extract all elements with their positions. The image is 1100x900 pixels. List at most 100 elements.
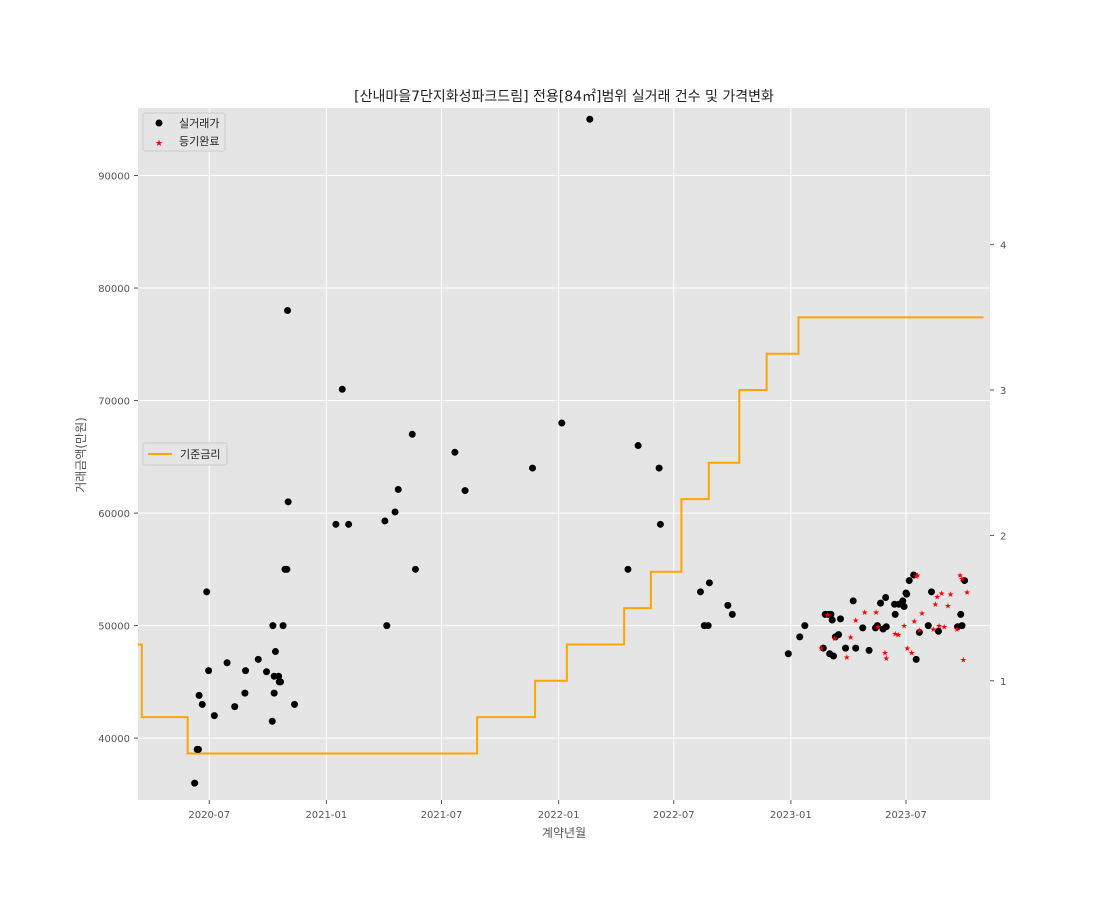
y-tick-label: 80000 <box>98 284 130 295</box>
trade-point <box>905 577 913 585</box>
x-tick-label: 2021-07 <box>421 810 463 821</box>
trade-point <box>283 565 291 573</box>
registered-point: ★ <box>831 634 838 643</box>
registered-point: ★ <box>911 617 918 626</box>
trade-point <box>461 487 469 495</box>
trade-point <box>270 689 278 697</box>
trade-point <box>383 622 391 630</box>
trade-point <box>332 520 340 528</box>
trade-point <box>827 610 835 618</box>
trade-point <box>411 565 419 573</box>
registered-point: ★ <box>944 601 951 610</box>
trade-point <box>882 623 890 631</box>
y2-tick-label: 2 <box>1000 531 1006 542</box>
trade-point <box>203 588 211 596</box>
trade-point <box>704 622 712 630</box>
trade-point <box>828 616 836 624</box>
trade-point <box>231 703 239 711</box>
trade-point <box>205 667 213 675</box>
legend-rate-box <box>142 442 228 466</box>
y-axis-label: 거래금액(만원) <box>74 417 88 493</box>
trade-point <box>829 652 837 660</box>
trade-point <box>254 655 262 663</box>
trade-point <box>705 579 713 587</box>
trade-point <box>865 646 873 654</box>
registered-point: ★ <box>895 631 902 640</box>
y2-tick-label: 3 <box>1000 386 1006 397</box>
x-tick-label: 2023-01 <box>770 810 812 821</box>
trade-point <box>900 602 908 610</box>
x-axis-ticks: 2020-07 2021-01 2021-07 2022-01 2022-07 2023-… <box>188 800 927 821</box>
registered-point: ★ <box>852 616 859 625</box>
chart-title: [산내마을7단지화성파크드림] 전용[84㎡]범위 실거래 건수 및 가격변화 <box>354 89 774 105</box>
trade-point <box>634 442 642 450</box>
registered-point: ★ <box>941 623 948 632</box>
trade-point <box>903 590 911 598</box>
trade-point <box>451 448 459 456</box>
registered-point: ★ <box>936 622 943 631</box>
y2-tick-label: 4 <box>1000 241 1006 252</box>
registered-point: ★ <box>938 589 945 598</box>
trade-point <box>275 672 283 680</box>
trade-point <box>728 610 736 618</box>
trade-point <box>269 622 277 630</box>
trade-point <box>842 644 850 652</box>
trade-point <box>284 498 292 506</box>
y-axis-ticks: 40000 50000 60000 70000 80000 90000 <box>98 172 138 745</box>
x-tick-label: 2021-01 <box>305 810 347 821</box>
trade-point <box>529 464 537 472</box>
registered-point: ★ <box>953 625 960 634</box>
registered-point: ★ <box>932 600 939 609</box>
registered-point: ★ <box>916 626 923 635</box>
trade-point <box>381 517 389 525</box>
legend-registered-label: 등기완료 <box>179 135 219 148</box>
trade-point <box>345 520 353 528</box>
registered-point: ★ <box>881 649 888 658</box>
x-tick-label: 2022-01 <box>538 810 580 821</box>
registered-point: ★ <box>824 610 831 619</box>
trade-point <box>873 622 881 630</box>
registered-point: ★ <box>908 649 915 658</box>
trade-point <box>724 601 732 609</box>
trade-point <box>912 655 920 663</box>
registered-point: ★ <box>957 571 964 580</box>
trade-point <box>915 628 923 636</box>
trade-point <box>586 115 594 123</box>
registered-point: ★ <box>874 623 881 632</box>
registered-point: ★ <box>818 644 825 653</box>
y-tick-label: 40000 <box>98 734 130 745</box>
trade-point <box>268 717 276 725</box>
trade-point <box>338 385 346 393</box>
rate-step-line <box>138 316 984 755</box>
trade-point <box>558 419 566 427</box>
legend-trade-label: 실거래가 <box>179 117 219 130</box>
trade-point <box>849 597 857 605</box>
trade-point <box>899 597 907 605</box>
y-tick-label: 50000 <box>98 622 130 633</box>
y-tick-label: 90000 <box>98 172 130 183</box>
trade-point <box>927 588 935 596</box>
registered-point: ★ <box>843 653 850 662</box>
trade-point <box>194 745 202 753</box>
trade-point <box>195 691 203 699</box>
rate-step-path <box>138 316 984 755</box>
trade-point <box>891 610 899 618</box>
registered-points: ★★★★★★★ ★★★★★★★★★★★★★★★★★★★★★★★★★★★ <box>818 571 971 664</box>
trade-points <box>191 115 969 787</box>
trade-point <box>859 624 867 632</box>
trade-point <box>910 571 918 579</box>
trade-point <box>852 644 860 652</box>
x-tick-label: 2023-07 <box>885 810 927 821</box>
trade-point <box>284 307 292 315</box>
registered-point: ★ <box>947 590 954 599</box>
trade-point <box>277 678 285 686</box>
registered-point: ★ <box>913 572 920 581</box>
trade-point <box>241 689 249 697</box>
legend-rate: 기준금리 <box>142 442 228 466</box>
trade-point <box>624 565 632 573</box>
trade-point <box>836 615 844 623</box>
registered-point: ★ <box>930 625 937 634</box>
trade-point <box>391 508 399 516</box>
trade-point <box>291 700 299 708</box>
